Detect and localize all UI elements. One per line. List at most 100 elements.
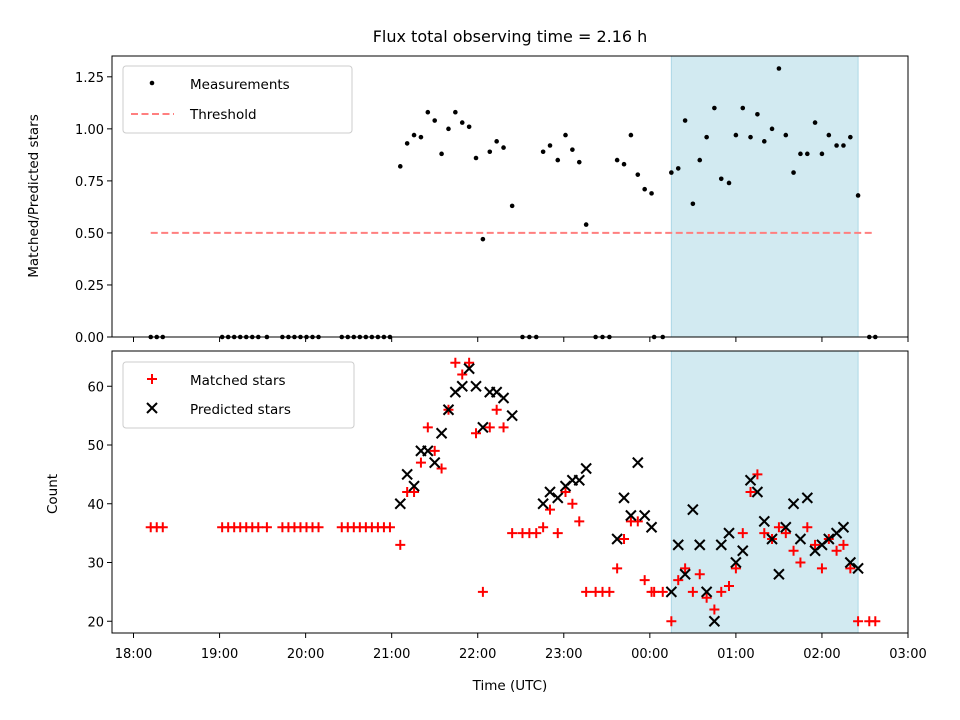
predicted-star-point <box>422 445 434 457</box>
bottom-x-tick-label: 02:00 <box>803 647 840 662</box>
measurement-point <box>675 166 681 171</box>
matched-star-point <box>552 528 563 539</box>
bottom-shaded-rect <box>670 350 859 634</box>
measurement-point <box>555 157 561 163</box>
matched-star-point <box>531 528 542 539</box>
measurement-point <box>798 151 803 157</box>
measurement-point <box>425 109 431 115</box>
predicted-star-point <box>823 533 835 545</box>
measurement-point <box>776 66 782 71</box>
matched-star-point <box>581 586 592 597</box>
predicted-star-point <box>766 533 778 545</box>
predicted-star-point <box>780 521 792 533</box>
measurement-point <box>547 143 553 148</box>
bottom-x-tick-label: 19:00 <box>201 647 238 662</box>
measurement-point <box>712 105 717 111</box>
predicted-star-point <box>435 427 448 439</box>
measurement-point <box>841 143 846 148</box>
chart-title: Flux total observing time = 2.16 h <box>373 27 648 46</box>
matched-star-point <box>436 463 447 474</box>
predicted-star-point <box>751 486 764 498</box>
top-y-axis-label: Matched/Predicted stars <box>26 114 42 277</box>
matched-star-point <box>619 534 630 544</box>
predicted-star-point <box>428 456 441 469</box>
top-y-tick-label: 1.25 <box>75 71 104 86</box>
matched-stars-series <box>145 357 881 627</box>
measurement-point <box>755 111 760 117</box>
matched-star-point <box>574 516 585 527</box>
matched-star-point <box>471 428 482 439</box>
matched-star-point <box>666 616 677 627</box>
measurement-point <box>812 120 818 125</box>
predicted-star-point <box>442 404 455 416</box>
top-y-tick-label: 1.00 <box>75 123 104 138</box>
bottom-y-tick-label: 40 <box>87 498 104 513</box>
measurement-point <box>576 159 582 165</box>
measurement-point <box>509 203 515 209</box>
predicted-star-point <box>463 362 475 375</box>
measurement-point <box>480 236 486 242</box>
predicted-star-point <box>544 486 556 498</box>
matched-star-point <box>716 586 727 597</box>
matched-star-point <box>632 516 643 527</box>
matched-star-point <box>491 404 502 415</box>
matched-star-point <box>870 616 881 627</box>
measurement-point <box>690 201 696 207</box>
predicted-star-point <box>773 568 785 580</box>
predicted-star-point <box>744 474 757 486</box>
measurement-point <box>642 186 647 192</box>
predicted-star-point <box>645 521 658 533</box>
predicted-star-point <box>401 468 413 481</box>
measurement-point <box>733 132 739 138</box>
top-shaded-rect <box>670 55 859 338</box>
matched-star-point <box>464 357 475 368</box>
top-y-axis: 0.00 0.25 0.50 0.75 1.00 1.25 <box>75 71 112 346</box>
matched-star-point <box>498 422 509 433</box>
measurement-point <box>697 157 703 163</box>
matched-star-point <box>639 575 650 586</box>
matched-star-point <box>709 604 720 615</box>
top-legend-box <box>122 65 353 134</box>
matched-star-point <box>395 539 406 550</box>
matched-star-point <box>657 586 668 597</box>
matched-star-point <box>752 469 763 480</box>
measurement-point <box>704 134 709 140</box>
bottom-x-tick-label: 01:00 <box>717 647 754 662</box>
predicted-star-point <box>456 380 468 392</box>
predicted-star-point <box>694 539 706 551</box>
matched-star-point <box>507 528 518 539</box>
matched-star-point <box>409 487 420 497</box>
predicted-star-point <box>537 498 549 510</box>
bottom-y-axis-label: Count <box>45 474 61 514</box>
top-legend: Measurements Threshold <box>122 65 353 134</box>
matched-star-point <box>313 522 324 533</box>
predicted-stars-series <box>394 362 864 627</box>
bottom-x-tick-label: 20:00 <box>287 647 324 662</box>
predicted-star-point <box>787 498 800 510</box>
matched-star-point <box>612 563 623 574</box>
matched-star-point <box>701 592 712 603</box>
measurement-point <box>404 141 410 146</box>
bottom-y-axis: 20 30 40 50 60 <box>87 380 112 630</box>
predicted-star-point <box>708 615 721 627</box>
predicted-star-point <box>638 509 651 522</box>
measurement-point <box>466 124 472 130</box>
predicted-star-point <box>618 492 630 504</box>
measurement-point <box>614 157 620 163</box>
predicted-star-point <box>844 556 857 569</box>
matched-star-point <box>737 528 748 539</box>
measurement-point <box>570 147 575 152</box>
measurement-point <box>540 149 546 155</box>
bottom-panel: Count Time (UTC) 20 30 40 50 60 18:00 19:00 20… <box>45 350 927 694</box>
measurement-point <box>791 170 796 175</box>
measurement-point <box>848 134 853 140</box>
predicted-star-point <box>394 498 406 510</box>
bottom-plot-frame <box>111 350 909 634</box>
matched-star-point <box>477 586 488 597</box>
predicted-star-point <box>573 474 585 486</box>
measurement-point <box>726 180 732 186</box>
measurement-point <box>583 222 589 227</box>
matched-star-point <box>450 357 461 368</box>
measurement-point <box>855 193 861 198</box>
